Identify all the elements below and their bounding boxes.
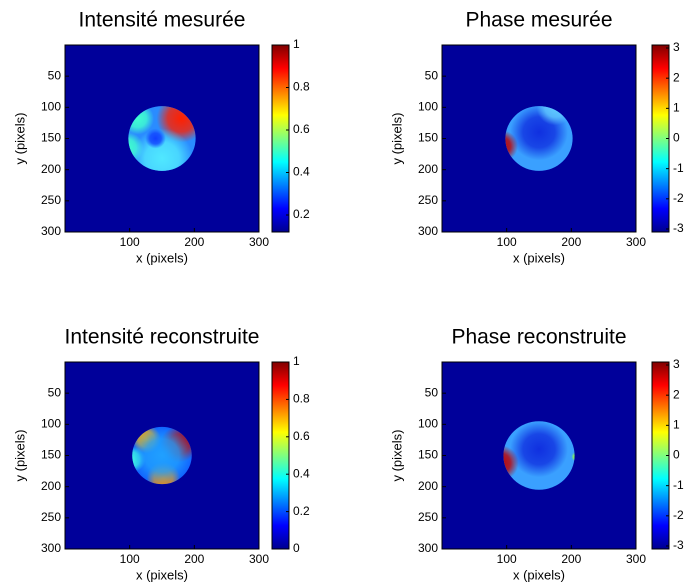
y-tick-label: 200 (418, 479, 438, 493)
y-tick-label: 250 (418, 193, 438, 207)
x-axis-label: x (pixels) (136, 567, 188, 582)
colorbar-tick-label: 0 (293, 541, 300, 555)
x-tick-label: 200 (561, 552, 581, 566)
x-tick-label: 200 (561, 235, 581, 249)
x-tick-label: 300 (626, 552, 646, 566)
colorbar-tick-label: -2 (673, 191, 684, 205)
x-tick-label: 100 (497, 552, 517, 566)
y-tick-label: 300 (41, 224, 61, 238)
y-tick-label: 200 (41, 162, 61, 176)
y-tick-label: 150 (418, 448, 438, 462)
x-tick-label: 200 (184, 235, 204, 249)
y-axis-label: y (pixels) (12, 429, 27, 481)
y-tick-label: 250 (41, 193, 61, 207)
y-tick-label: 250 (418, 510, 438, 524)
x-tick-label: 100 (120, 552, 140, 566)
y-tick-label: 200 (418, 162, 438, 176)
y-tick-label: 100 (418, 417, 438, 431)
colorbar-tick-label: 2 (673, 70, 680, 84)
colorbar-tick-label: 0.2 (293, 207, 310, 221)
y-tick-label: 300 (41, 541, 61, 555)
colorbar-tick-label: -3 (673, 538, 684, 552)
x-tick-label: 100 (120, 235, 140, 249)
colorbar-tick-label: 0.4 (293, 466, 310, 480)
y-tick-label: 100 (418, 100, 438, 114)
y-tick-label: 50 (425, 385, 439, 399)
heatmap-image (442, 45, 636, 232)
panel-title: Phase mesurée (465, 9, 612, 32)
colorbar-tick-label: 1 (293, 354, 300, 368)
y-tick-label: 300 (418, 541, 438, 555)
colorbar-tick-label: -2 (673, 508, 684, 522)
colorbar-tick-label: 0.6 (293, 429, 310, 443)
colorbar-tick-label: 1 (673, 418, 680, 432)
colorbar (271, 44, 290, 233)
y-axis-label: y (pixels) (389, 429, 404, 481)
heatmap-image (65, 362, 259, 549)
colorbar-tick-label: 1 (293, 37, 300, 51)
y-axis-label: y (pixels) (389, 112, 404, 164)
y-tick-label: 200 (41, 479, 61, 493)
x-tick-label: 300 (249, 552, 269, 566)
colorbar-tick-label: 3 (673, 357, 680, 371)
y-tick-label: 250 (41, 510, 61, 524)
y-tick-label: 50 (48, 385, 62, 399)
panel-title: Intensité mesurée (79, 9, 246, 32)
panel-title: Intensité reconstruite (65, 326, 260, 349)
colorbar-tick-label: -1 (673, 161, 684, 175)
y-tick-label: 150 (41, 131, 61, 145)
y-tick-label: 50 (48, 68, 62, 82)
x-tick-label: 200 (184, 552, 204, 566)
y-tick-label: 300 (418, 224, 438, 238)
colorbar (271, 361, 290, 550)
colorbar-tick-label: 3 (673, 40, 680, 54)
x-axis-label: x (pixels) (136, 250, 188, 265)
x-axis-label: x (pixels) (513, 250, 565, 265)
heatmap-image (65, 45, 259, 232)
panel-title: Phase reconstruite (451, 326, 626, 349)
colorbar-tick-label: 1 (673, 101, 680, 115)
colorbar-tick-label: 2 (673, 387, 680, 401)
colorbar-tick-label: -1 (673, 478, 684, 492)
colorbar-tick-label: 0.6 (293, 122, 310, 136)
colorbar-tick-label: 0.8 (293, 392, 310, 406)
colorbar-tick-label: 0 (673, 131, 680, 145)
y-tick-label: 50 (425, 68, 439, 82)
x-axis-label: x (pixels) (513, 567, 565, 582)
y-tick-label: 100 (41, 100, 61, 114)
colorbar-tick-label: -3 (673, 221, 684, 235)
x-tick-label: 100 (497, 235, 517, 249)
y-axis-label: y (pixels) (12, 112, 27, 164)
colorbar-tick-label: 0.2 (293, 504, 310, 518)
y-tick-label: 150 (418, 131, 438, 145)
colorbar-tick-label: 0.4 (293, 165, 310, 179)
colorbar-tick-label: 0 (673, 448, 680, 462)
heatmap-image (442, 362, 636, 549)
x-tick-label: 300 (249, 235, 269, 249)
colorbar-tick-label: 0.8 (293, 80, 310, 94)
y-tick-label: 150 (41, 448, 61, 462)
y-tick-label: 100 (41, 417, 61, 431)
x-tick-label: 300 (626, 235, 646, 249)
